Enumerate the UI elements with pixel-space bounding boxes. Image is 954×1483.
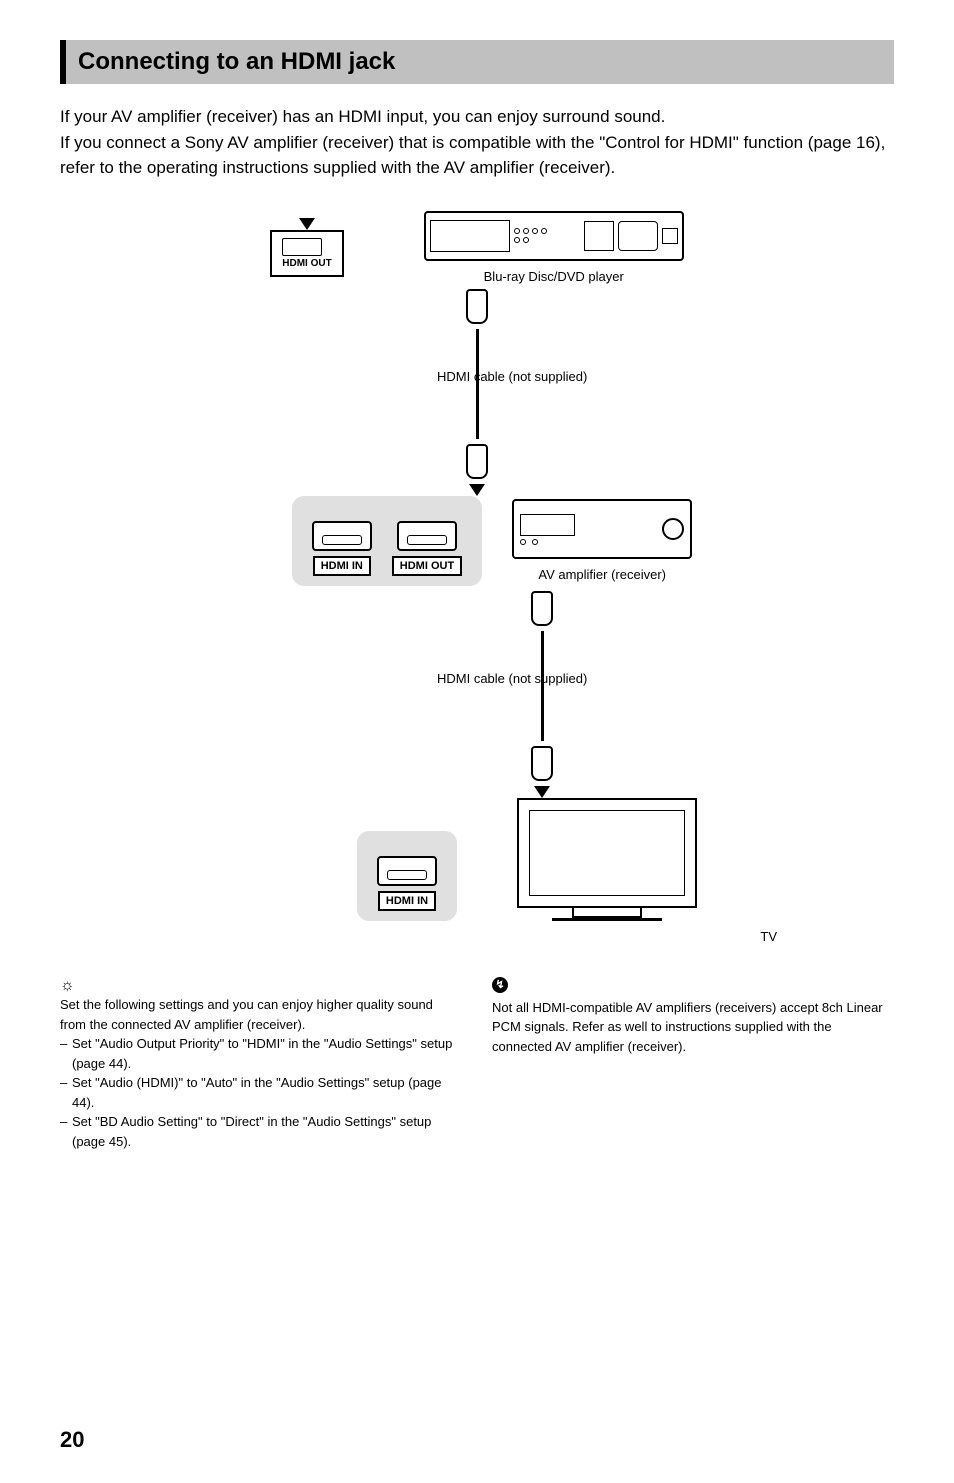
hdmi-in-label: HDMI IN — [313, 556, 371, 576]
intro-line-1: If your AV amplifier (receiver) has an H… — [60, 104, 894, 130]
hdmi-plug-icon — [531, 591, 553, 626]
bottom-columns: ☼ Set the following settings and you can… — [60, 974, 894, 1152]
note-text: Not all HDMI-compatible AV amplifiers (r… — [492, 998, 894, 1057]
arrow-down-icon — [534, 786, 550, 798]
tips-intro: Set the following settings and you can e… — [60, 995, 462, 1034]
hdmi-plug-icon — [531, 746, 553, 781]
cable-label-1: HDMI cable (not supplied) — [437, 369, 587, 384]
knob-icon — [662, 518, 684, 540]
hdmi-plug-icon — [466, 289, 488, 324]
tips-column: ☼ Set the following settings and you can… — [60, 974, 462, 1152]
tip-icon: ☼ — [60, 974, 76, 990]
player-label: Blu-ray Disc/DVD player — [484, 269, 624, 284]
tv-device — [517, 798, 697, 921]
player-device — [424, 211, 684, 261]
hdmi-out-label-2: HDMI OUT — [392, 556, 462, 576]
cable-1: HDMI cable (not supplied) — [177, 284, 777, 496]
hdmi-out-label: HDMI OUT — [282, 258, 331, 269]
arrow-down-icon — [469, 484, 485, 496]
section-header: Connecting to an HDMI jack — [60, 40, 894, 84]
section-title: Connecting to an HDMI jack — [78, 48, 882, 76]
receiver-device — [512, 499, 692, 559]
connection-diagram: HDMI OUT — [177, 211, 777, 944]
disc-tray-icon — [430, 220, 510, 252]
hdmi-plug-icon — [466, 444, 488, 479]
page-number: 20 — [60, 1427, 84, 1453]
cable-2: HDMI cable (not supplied) — [307, 586, 777, 798]
tip-item-1: Set "Audio Output Priority" to "HDMI" in… — [60, 1034, 462, 1073]
intro-text: If your AV amplifier (receiver) has an H… — [60, 104, 894, 181]
arrow-down-icon — [299, 218, 315, 230]
note-column: ↯ Not all HDMI-compatible AV amplifiers … — [492, 974, 894, 1152]
hdmi-in-label-2: HDMI IN — [378, 891, 436, 911]
tv-label: TV — [177, 929, 777, 944]
tv-row: HDMI IN — [277, 798, 777, 921]
hdmi-out-port: HDMI OUT — [270, 230, 343, 277]
receiver-row: HDMI IN HDMI OUT AV amplifier (receiver) — [207, 496, 777, 586]
tip-item-2: Set "Audio (HDMI)" to "Auto" in the "Aud… — [60, 1073, 462, 1112]
cable-label-2: HDMI cable (not supplied) — [437, 671, 587, 686]
tip-item-3: Set "BD Audio Setting" to "Direct" in th… — [60, 1112, 462, 1151]
tv-port: HDMI IN — [357, 831, 457, 921]
intro-line-2: If you connect a Sony AV amplifier (rece… — [60, 130, 894, 181]
receiver-ports: HDMI IN HDMI OUT — [292, 496, 482, 586]
note-icon: ↯ — [492, 977, 508, 993]
player-row: HDMI OUT — [177, 211, 777, 284]
receiver-label: AV amplifier (receiver) — [538, 567, 666, 582]
